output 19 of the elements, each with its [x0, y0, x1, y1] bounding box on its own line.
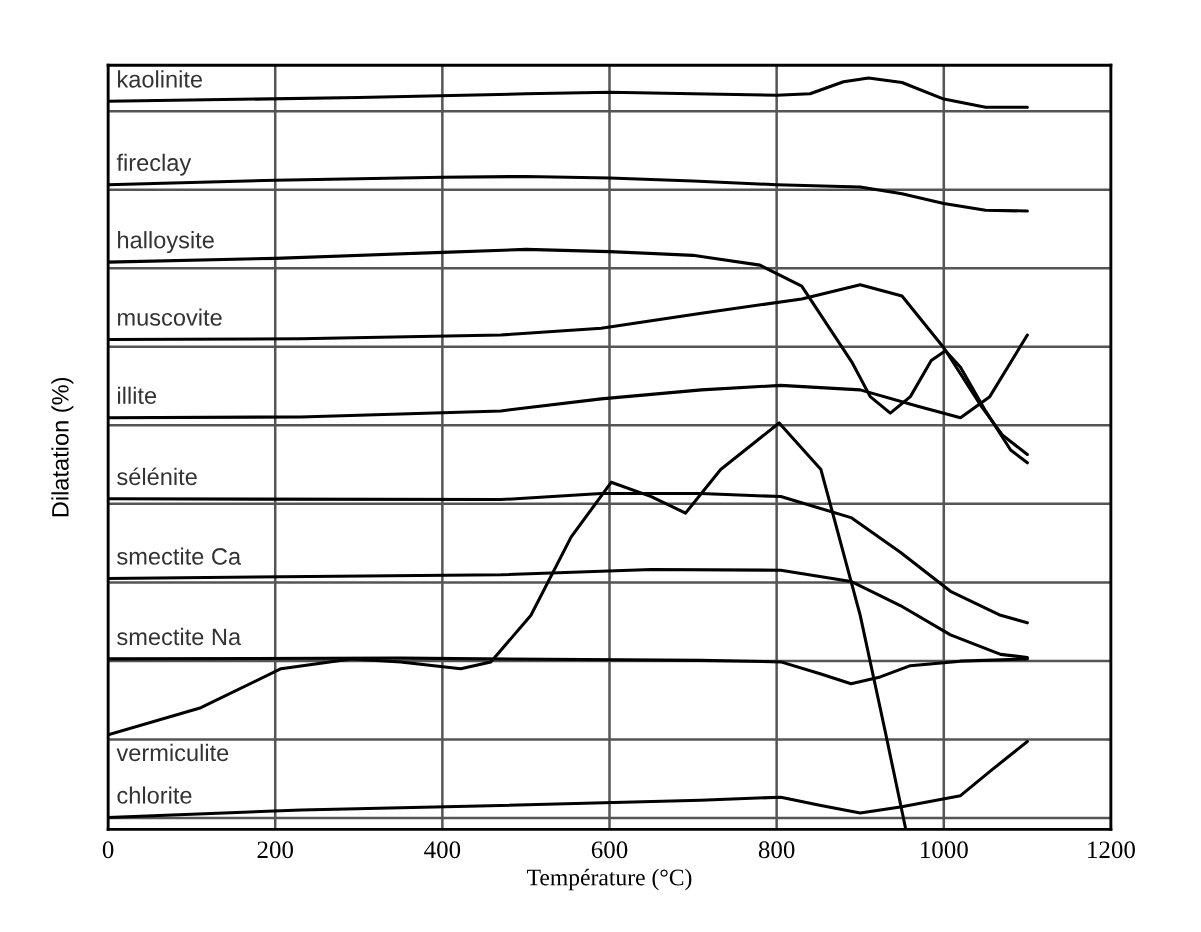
series-label: fireclay	[116, 153, 192, 176]
x-tick-label: 600	[591, 841, 628, 859]
series-label: illite	[118, 386, 157, 404]
series-label: chlorite	[117, 786, 192, 804]
series-label: muscovite	[118, 308, 222, 326]
series-label: halloysite	[118, 231, 214, 254]
x-tick-label: 800	[758, 841, 795, 859]
series-label: smectite Ca	[117, 547, 242, 565]
x-tick-label: 1000	[920, 841, 968, 859]
series-label: smectite Na	[117, 627, 242, 646]
x-tick-label: 0	[102, 841, 114, 859]
series-label: vermiculite	[116, 743, 229, 762]
x-tick-label: 1200	[1088, 841, 1135, 859]
series-label: kaolinite	[118, 70, 203, 88]
x-tick-label: 200	[257, 841, 294, 859]
y-axis-title: Dilatation (%)	[51, 377, 74, 517]
series-label: sélénite	[117, 467, 197, 486]
x-axis-title: Température (°C)	[527, 868, 692, 891]
x-tick-label: 400	[424, 841, 461, 859]
